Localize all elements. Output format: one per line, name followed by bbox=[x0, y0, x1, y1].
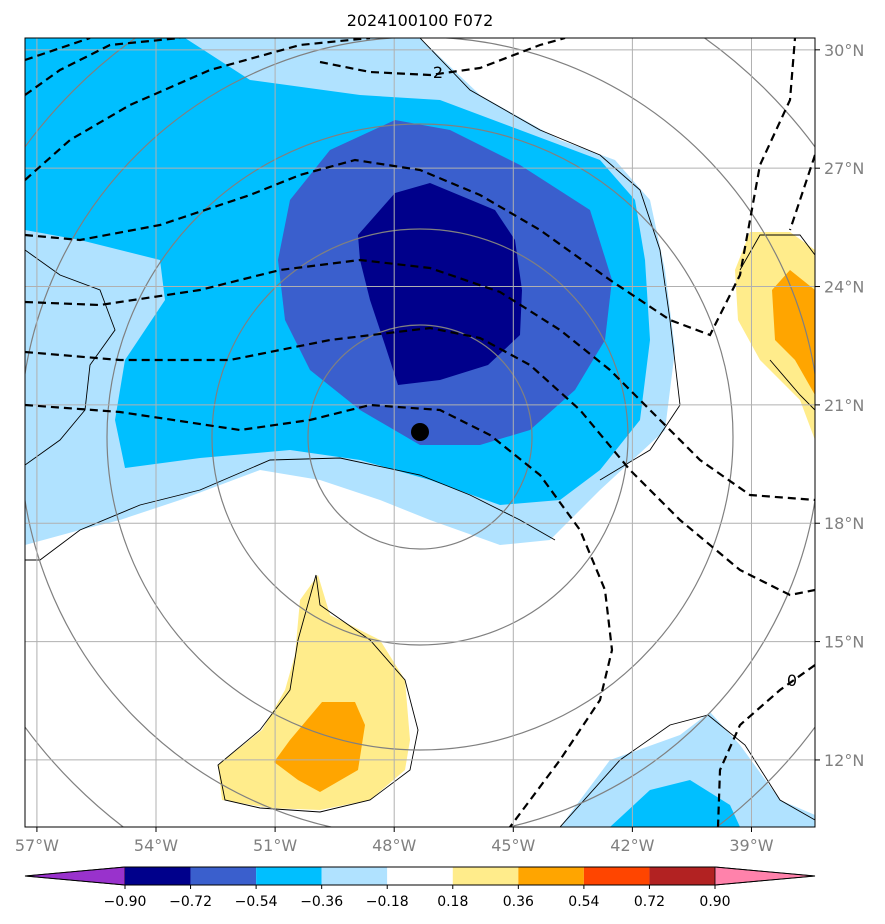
storm-center-marker bbox=[411, 423, 429, 441]
colorbar-tick-label: 0.54 bbox=[568, 894, 599, 910]
y-axis: 30°N 27°N 24°N 21°N 18°N 15°N 12°N bbox=[815, 41, 864, 770]
dashed-contours bbox=[25, 38, 815, 827]
x-tick-label: 54°W bbox=[134, 836, 178, 855]
colorbar: −0.90 −0.72 −0.54 −0.36 −0.18 0.18 0.36 0.54 0.7… bbox=[24, 866, 816, 910]
chart-title: 2024100100 F072 bbox=[347, 11, 494, 30]
map-frame bbox=[24, 37, 816, 828]
colorbar-segment bbox=[321, 867, 388, 885]
y-tick-label: 27°N bbox=[824, 159, 864, 178]
colorbar-segment bbox=[387, 867, 453, 885]
colorbar-tick-label: 0.90 bbox=[699, 894, 730, 910]
colorbar-segment bbox=[649, 867, 715, 885]
contour-label: 2 bbox=[433, 63, 443, 82]
y-tick-label: 12°N bbox=[824, 751, 864, 770]
fill-light-yellow-south bbox=[218, 575, 410, 810]
x-tick-label: 39°W bbox=[729, 836, 773, 855]
x-tick-label: 51°W bbox=[253, 836, 297, 855]
colorbar-tick-label: 0.18 bbox=[437, 894, 468, 910]
colorbar-segment bbox=[518, 867, 584, 885]
x-tick-label: 48°W bbox=[372, 836, 416, 855]
fill-deep-sky-blue-se bbox=[610, 780, 740, 827]
colorbar-tick-label: −0.54 bbox=[235, 894, 278, 910]
colorbar-segment bbox=[452, 867, 519, 885]
colorbar-segment bbox=[256, 867, 322, 885]
contour-label: 0 bbox=[787, 671, 797, 690]
gridlines bbox=[25, 38, 815, 827]
fill-orange-east bbox=[772, 270, 815, 395]
colorbar-extend-low bbox=[24, 866, 126, 886]
y-tick-label: 30°N bbox=[824, 41, 864, 60]
y-tick-label: 15°N bbox=[824, 633, 864, 652]
fill-orange-south bbox=[274, 702, 365, 792]
colorbar-tick-label: −0.90 bbox=[104, 894, 147, 910]
x-tick-label: 57°W bbox=[15, 836, 59, 855]
y-tick-label: 18°N bbox=[824, 514, 864, 533]
y-tick-label: 24°N bbox=[824, 278, 864, 297]
y-tick-label: 21°N bbox=[824, 396, 864, 415]
x-axis: 57°W 54°W 51°W 48°W 45°W 42°W 39°W bbox=[15, 827, 774, 855]
fill-navy bbox=[358, 183, 522, 385]
colorbar-tick-label: −0.72 bbox=[169, 894, 212, 910]
colorbar-extend-high bbox=[714, 866, 816, 886]
colorbar-tick-label: 0.72 bbox=[634, 894, 665, 910]
x-tick-label: 45°W bbox=[491, 836, 535, 855]
colorbar-segment bbox=[583, 867, 650, 885]
colorbar-tick-label: −0.36 bbox=[300, 894, 343, 910]
colorbar-segment bbox=[125, 867, 191, 885]
colorbar-segment bbox=[190, 867, 257, 885]
thin-contours bbox=[25, 38, 815, 827]
colorbar-tick-label: −0.18 bbox=[366, 894, 409, 910]
colorbar-tick-label: 0.36 bbox=[503, 894, 534, 910]
x-tick-label: 42°W bbox=[610, 836, 654, 855]
